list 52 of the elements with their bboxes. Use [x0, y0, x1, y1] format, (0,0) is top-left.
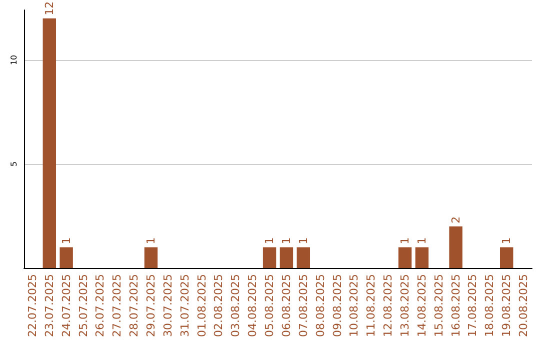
bar	[296, 247, 310, 268]
x-tick-label: 24.07.2025	[60, 274, 73, 338]
x-tick-label: 19.08.2025	[500, 274, 514, 338]
x-tick-label: 26.07.2025	[94, 274, 107, 338]
x-tick-label: 30.07.2025	[161, 274, 174, 338]
x-tick-label: 16.08.2025	[449, 274, 462, 338]
x-tick-label: 02.08.2025	[212, 274, 226, 338]
bar	[500, 247, 514, 268]
y-tick-label: 5	[10, 161, 18, 167]
x-tick-label: 04.08.2025	[246, 274, 260, 338]
x-tick-label: 17.08.2025	[466, 274, 480, 338]
x-tick-label: 28.07.2025	[128, 274, 141, 338]
bar	[42, 18, 56, 268]
x-tick-label: 03.08.2025	[229, 274, 242, 338]
x-tick-label: 18.08.2025	[483, 274, 496, 338]
x-tick-label: 05.08.2025	[263, 274, 276, 338]
x-tick-label: 01.08.2025	[195, 274, 208, 338]
x-tick-label: 09.08.2025	[330, 274, 344, 338]
x-tick-label: 12.08.2025	[382, 274, 395, 338]
x-tick-label: 10.08.2025	[348, 274, 361, 338]
data-label: 1	[280, 237, 293, 244]
x-tick-label: 20.08.2025	[517, 274, 530, 338]
data-label: 1	[296, 237, 310, 244]
data-label: 1	[500, 237, 514, 244]
data-label: 1	[398, 237, 412, 244]
bar	[398, 247, 412, 268]
x-tick-label: 23.07.2025	[42, 274, 56, 338]
data-label: 1	[60, 237, 73, 244]
x-tick-label: 11.08.2025	[364, 274, 378, 338]
bar	[415, 247, 429, 268]
bar	[262, 247, 276, 268]
y-tick-label: 10	[10, 54, 18, 66]
data-label: 12	[42, 1, 56, 16]
bar	[449, 226, 462, 268]
x-tick-label: 22.07.2025	[26, 274, 39, 338]
x-tick-label: 25.07.2025	[76, 274, 90, 338]
x-tick-label: 31.07.2025	[178, 274, 192, 338]
data-label: 1	[415, 237, 428, 244]
x-tick-label: 27.07.2025	[110, 274, 124, 338]
data-label: 2	[449, 216, 462, 224]
x-tick-label: 15.08.2025	[432, 274, 446, 338]
x-tick-label: 14.08.2025	[415, 274, 428, 338]
x-tick-label: 29.07.2025	[144, 274, 158, 338]
data-label: 1	[144, 237, 158, 244]
x-tick-label: 08.08.2025	[314, 274, 327, 338]
data-label: 1	[263, 237, 276, 244]
x-tick-label: 06.08.2025	[280, 274, 293, 338]
bar	[144, 247, 158, 268]
x-tick-label: 13.08.2025	[398, 274, 412, 338]
bar	[60, 247, 73, 268]
bar	[280, 247, 294, 268]
x-tick-label: 07.08.2025	[296, 274, 310, 338]
